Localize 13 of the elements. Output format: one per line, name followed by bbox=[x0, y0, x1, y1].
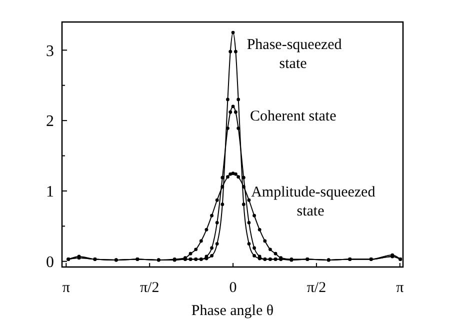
y-tick-label: 2 bbox=[46, 113, 54, 130]
y-tick-label: 0 bbox=[46, 254, 54, 271]
x-tick-label: π bbox=[396, 280, 404, 296]
x-axis-title: Phase angle θ bbox=[191, 303, 274, 319]
x-tick-label: 0 bbox=[229, 280, 237, 296]
series-label: Amplitude-squeezed state bbox=[251, 184, 376, 220]
series-label: Coherent state bbox=[250, 108, 337, 125]
series-label: Phase-squeezed state bbox=[246, 36, 342, 72]
y-tick-label: 3 bbox=[46, 42, 54, 60]
x-tick-label: π bbox=[62, 280, 70, 296]
y-tick-label: 1 bbox=[46, 184, 54, 201]
x-tick-label: π/2 bbox=[140, 280, 160, 296]
x-tick-label: π/2 bbox=[306, 280, 326, 296]
